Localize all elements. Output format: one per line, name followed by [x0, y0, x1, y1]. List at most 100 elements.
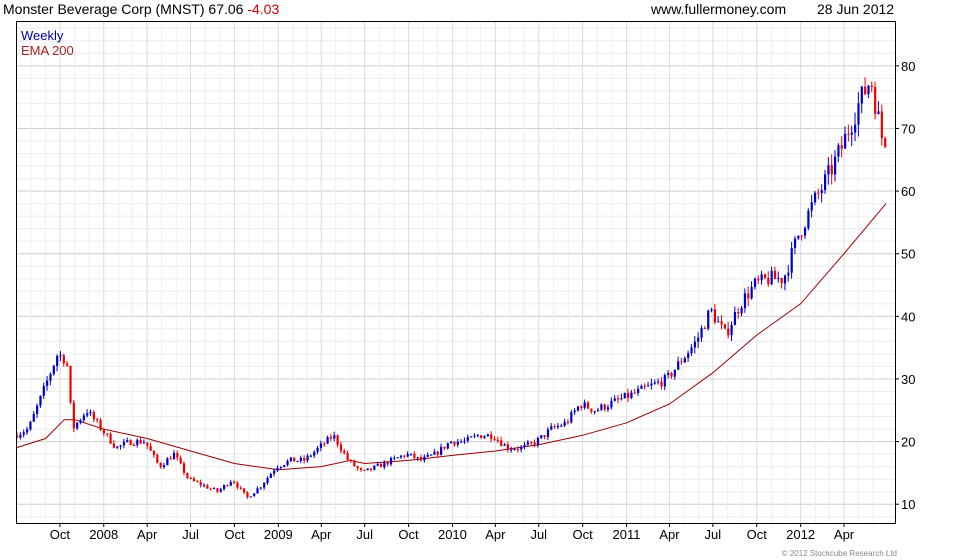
candle-body: [533, 442, 536, 445]
candle-body: [834, 156, 837, 175]
candle-body: [379, 463, 383, 468]
x-tick-label: Apr: [834, 527, 855, 542]
candle-body: [650, 383, 653, 386]
candle-body: [363, 469, 366, 471]
candle-body: [343, 450, 346, 454]
candle-body: [129, 440, 132, 446]
legend-ema: EMA 200: [21, 43, 74, 58]
x-tick-label: Oct: [224, 527, 245, 542]
x-tick-label: Oct: [398, 527, 419, 542]
candle-body: [687, 353, 690, 359]
candle-body: [770, 270, 773, 285]
candle-body: [399, 455, 403, 458]
candle-body: [680, 361, 683, 363]
y-tick-label: 20: [901, 435, 915, 450]
candle-body: [106, 433, 109, 435]
x-tick-label: Jul: [530, 527, 547, 542]
candle-body: [393, 457, 396, 459]
candle-body: [800, 235, 803, 237]
x-tick-label: Oct: [747, 527, 768, 542]
candle-body: [76, 422, 79, 429]
candle-body: [319, 443, 323, 448]
candle-body: [673, 369, 676, 377]
candle-body: [720, 321, 723, 325]
candle-body: [359, 468, 363, 470]
candle-body: [212, 488, 216, 490]
candle-body: [196, 481, 199, 483]
candle-body: [209, 488, 212, 490]
candle-body: [773, 270, 777, 280]
y-tick-label: 70: [901, 121, 915, 136]
candle-body: [810, 202, 813, 211]
candle-body: [807, 210, 810, 229]
candle-body: [667, 373, 670, 375]
candle-body: [783, 275, 787, 284]
candle-body: [707, 310, 710, 329]
candle-body: [296, 460, 299, 462]
candle-body: [723, 324, 727, 329]
candle-body: [236, 482, 239, 488]
y-tick-label: 40: [901, 309, 915, 324]
x-tick-label: Jul: [705, 527, 722, 542]
candle-body: [42, 386, 45, 396]
candle-body: [803, 228, 807, 236]
candle-body: [403, 455, 406, 457]
x-tick-label: 2009: [264, 527, 293, 542]
candle-body: [737, 311, 740, 314]
candle-body: [523, 444, 526, 447]
candle-body: [102, 429, 106, 434]
candle-body: [396, 457, 399, 459]
candle-body: [586, 402, 590, 409]
chart-date: 28 Jun 2012: [817, 1, 895, 17]
candles-layer: [16, 77, 887, 499]
candle-body: [613, 398, 616, 401]
candle-body: [99, 420, 102, 430]
candle-body: [283, 465, 286, 467]
candle-body: [563, 421, 566, 426]
x-tick-label: 2008: [89, 527, 118, 542]
candle-body: [503, 444, 506, 446]
x-tick-label: 2012: [786, 527, 815, 542]
candle-body: [777, 278, 780, 280]
candle-body: [763, 274, 767, 279]
candle-body: [874, 86, 877, 114]
candle-body: [52, 365, 55, 375]
candle-body: [697, 337, 700, 342]
candle-body: [353, 460, 356, 467]
candle-body: [79, 420, 82, 423]
candle-body: [657, 381, 660, 383]
candle-body: [19, 434, 22, 438]
candle-body: [269, 473, 272, 478]
candle-body: [490, 434, 493, 439]
candle-body: [727, 328, 730, 336]
candle-body: [112, 443, 116, 448]
candle-body: [440, 446, 443, 455]
candle-body: [526, 442, 530, 445]
chart-header: Monster Beverage Corp (MNST) 67.06 -4.03…: [0, 0, 980, 20]
candle-body: [877, 111, 880, 114]
candle-body: [864, 86, 867, 95]
candle-body: [39, 395, 42, 406]
candle-body: [576, 406, 580, 411]
y-axis: 10 20 30 40 50 60 70 80: [895, 59, 915, 512]
candle-body: [142, 442, 146, 444]
candle-body: [313, 451, 316, 456]
candle-body: [630, 392, 633, 398]
candle-body: [743, 293, 747, 309]
candle-body: [520, 446, 523, 450]
candle-body: [570, 412, 573, 423]
candle-body: [179, 457, 182, 464]
candle-body: [643, 385, 646, 387]
candle-body: [176, 452, 179, 458]
candle-body: [590, 408, 593, 412]
candle-body: [69, 365, 72, 403]
candle-body: [460, 441, 463, 443]
candle-body: [326, 436, 329, 444]
x-tick-label: Apr: [137, 527, 158, 542]
candle-body: [476, 435, 479, 437]
candle-body: [126, 440, 129, 442]
site-url[interactable]: www.fullermoney.com: [651, 1, 787, 17]
candle-body: [186, 472, 189, 479]
candle-body: [299, 457, 302, 461]
candle-body: [677, 361, 680, 370]
